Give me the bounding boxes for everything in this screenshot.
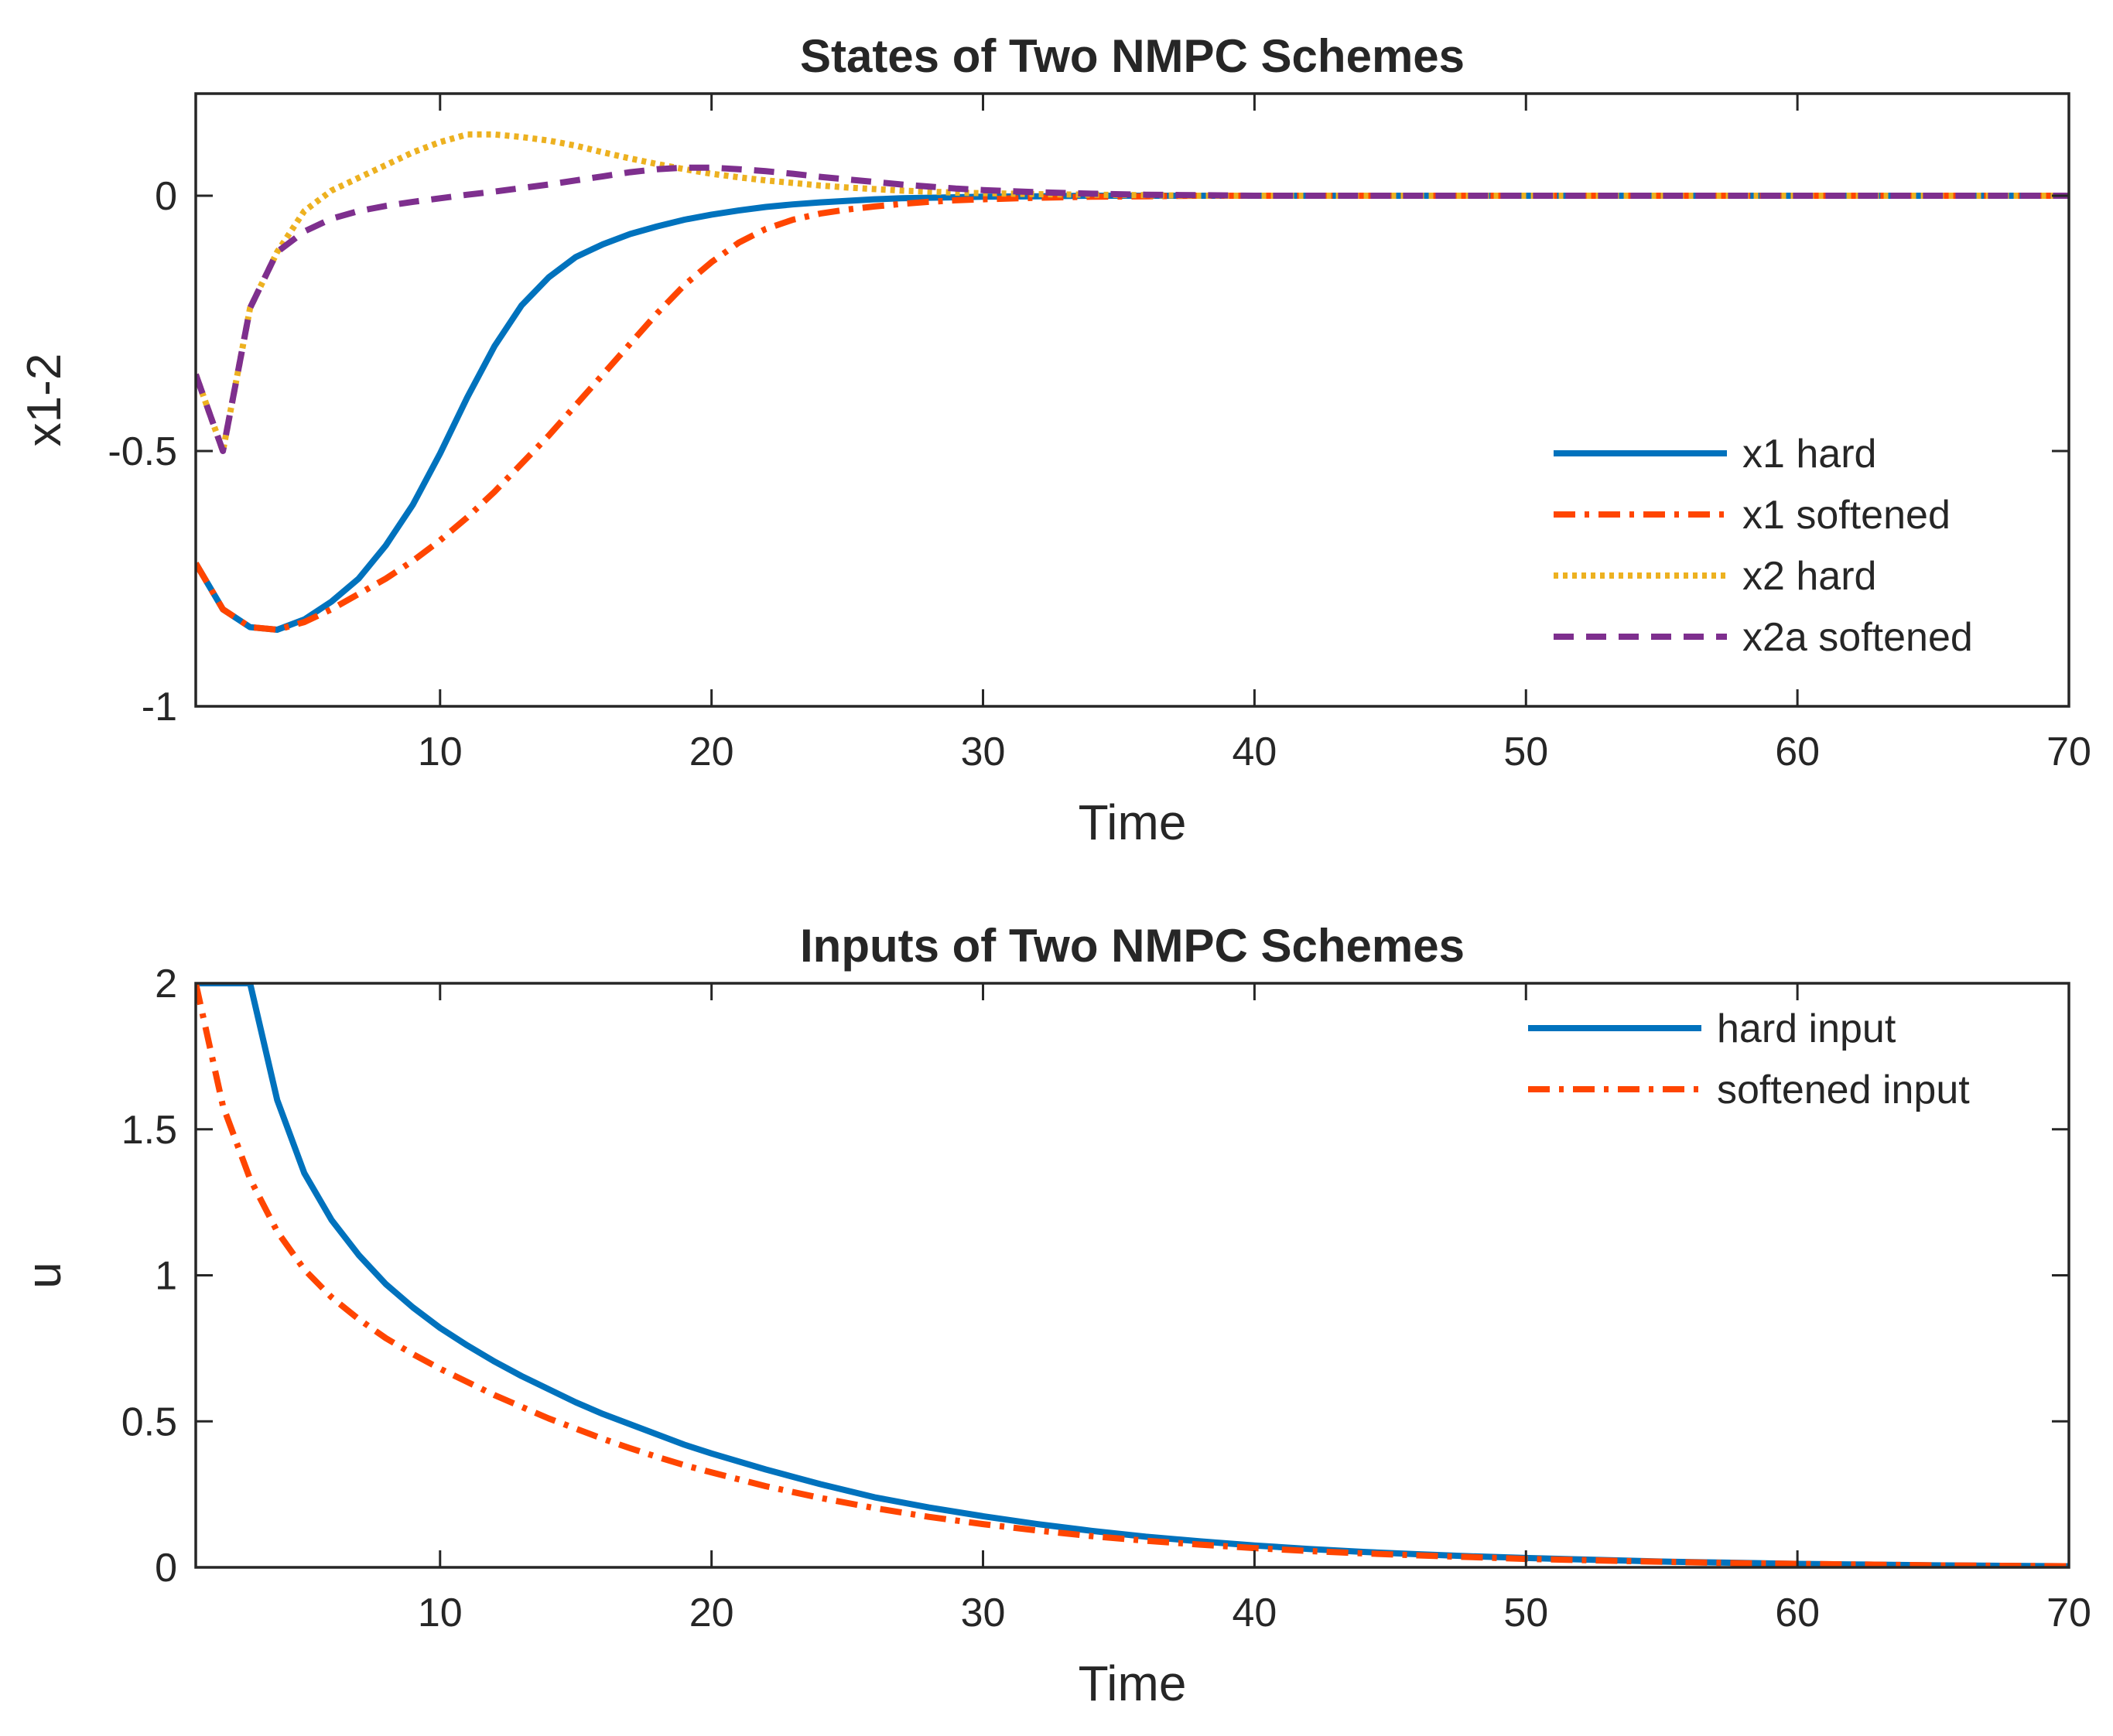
series-line-x2a-softened bbox=[196, 164, 2069, 454]
y-tick-label: -0.5 bbox=[108, 429, 177, 474]
states-chart: 10 20 30 40 50 60 70 -1 -0.5 0 States of Two NMPC … bbox=[18, 30, 2091, 850]
x-tick-label: 20 bbox=[689, 1591, 734, 1635]
x-tick-label: 60 bbox=[1775, 730, 1820, 774]
y-axis-label: u bbox=[18, 1262, 71, 1288]
y-tick-label: 0.5 bbox=[121, 1399, 177, 1444]
x-tick-label: 50 bbox=[1503, 730, 1548, 774]
x-tick-label: 50 bbox=[1503, 1591, 1548, 1635]
series-group bbox=[196, 131, 2069, 633]
x-tick-label: 10 bbox=[418, 1591, 463, 1635]
legend-label: x1 softened bbox=[1742, 493, 1951, 538]
y-tick-label: 1 bbox=[155, 1254, 177, 1299]
y-axis-label: x1-2 bbox=[18, 354, 71, 447]
y-tick-label: -1 bbox=[142, 685, 177, 730]
legend-label: softened input bbox=[1717, 1068, 1970, 1112]
x-tick-label: 40 bbox=[1232, 730, 1277, 774]
series-group bbox=[196, 983, 2069, 1567]
legend: x1 hard x1 softened x2 hard x2a softened bbox=[1554, 432, 1973, 660]
x-tick-label: 70 bbox=[2046, 1591, 2091, 1635]
legend-label: x2a softened bbox=[1742, 615, 1973, 660]
chart-title: Inputs of Two NMPC Schemes bbox=[800, 920, 1465, 972]
y-tick-label: 0 bbox=[155, 174, 177, 219]
inputs-chart: 10 20 30 40 50 60 70 0 0.5 1 1.5 2 Inputs of Two NMP… bbox=[18, 920, 2091, 1711]
x-tick-label: 40 bbox=[1232, 1591, 1277, 1635]
legend: hard input softened input bbox=[1528, 1006, 1970, 1112]
x-axis-label: Time bbox=[1079, 795, 1187, 850]
chart-title: States of Two NMPC Schemes bbox=[800, 30, 1465, 82]
x-tick-label: 30 bbox=[961, 730, 1006, 774]
y-tick-label: 1.5 bbox=[121, 1108, 177, 1153]
y-tick-label: 2 bbox=[155, 962, 177, 1006]
series-line-x1-softened bbox=[196, 193, 2069, 633]
x-tick-label: 20 bbox=[689, 730, 734, 774]
x-tick-label: 60 bbox=[1775, 1591, 1820, 1635]
y-tick-label: 0 bbox=[155, 1546, 177, 1591]
legend-label: x1 hard bbox=[1742, 432, 1876, 477]
series-line-softened-input bbox=[196, 983, 2069, 1567]
legend-label: hard input bbox=[1717, 1006, 1896, 1051]
legend-label: x2 hard bbox=[1742, 554, 1876, 599]
plot-area bbox=[196, 983, 2069, 1567]
x-tick-label: 70 bbox=[2046, 730, 2091, 774]
series-line-hard-input bbox=[196, 983, 2069, 1567]
x-tick-label: 30 bbox=[961, 1591, 1006, 1635]
x-tick-label: 10 bbox=[418, 730, 463, 774]
x-axis-label: Time bbox=[1079, 1656, 1187, 1711]
axes-box bbox=[194, 92, 2070, 708]
